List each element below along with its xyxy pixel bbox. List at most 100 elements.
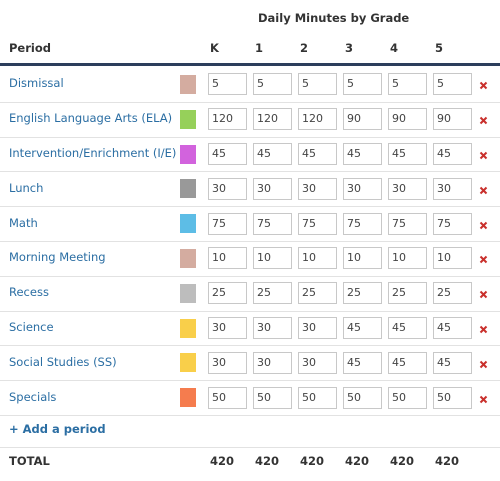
color-swatch[interactable] xyxy=(180,214,196,234)
minutes-input[interactable]: 10 xyxy=(298,247,337,270)
minutes-input[interactable]: 5 xyxy=(253,73,292,96)
row-separator xyxy=(0,275,500,277)
period-name[interactable]: Morning Meeting xyxy=(9,250,106,265)
delete-button[interactable] xyxy=(479,184,488,195)
minutes-input[interactable]: 30 xyxy=(253,351,292,374)
delete-button[interactable] xyxy=(479,288,488,299)
minutes-input[interactable]: 45 xyxy=(433,351,472,374)
minutes-input[interactable]: 45 xyxy=(343,317,382,339)
minutes-input[interactable]: 5 xyxy=(343,73,382,96)
total-value: 420 xyxy=(300,454,325,468)
minutes-input[interactable]: 45 xyxy=(433,317,472,339)
minutes-input[interactable]: 45 xyxy=(343,143,382,165)
period-name[interactable]: Lunch xyxy=(9,180,44,195)
minutes-input[interactable]: 75 xyxy=(433,212,472,235)
minutes-input[interactable]: 90 xyxy=(433,108,472,131)
minutes-input[interactable]: 30 xyxy=(253,317,292,339)
minutes-input[interactable]: 30 xyxy=(298,351,337,374)
delete-icon xyxy=(479,360,488,369)
minutes-input[interactable]: 75 xyxy=(388,212,427,235)
color-swatch[interactable] xyxy=(180,318,196,338)
minutes-input[interactable]: 75 xyxy=(208,212,247,235)
grade-header: K xyxy=(210,41,219,55)
period-name[interactable]: Science xyxy=(9,320,54,334)
minutes-input[interactable]: 45 xyxy=(208,143,247,165)
minutes-input[interactable]: 5 xyxy=(298,73,337,96)
row-separator xyxy=(0,136,500,138)
minutes-input[interactable]: 45 xyxy=(388,317,427,339)
row-separator xyxy=(0,206,500,208)
period-name[interactable]: Recess xyxy=(9,285,49,300)
minutes-input[interactable]: 10 xyxy=(208,247,247,270)
delete-button[interactable] xyxy=(479,393,488,403)
period-name[interactable]: Dismissal xyxy=(9,76,64,91)
delete-button[interactable] xyxy=(479,358,488,369)
minutes-input[interactable]: 120 xyxy=(253,108,292,131)
minutes-input[interactable]: 50 xyxy=(253,386,292,409)
period-name[interactable]: Math xyxy=(9,215,38,230)
minutes-input[interactable]: 45 xyxy=(343,351,382,374)
minutes-input[interactable]: 120 xyxy=(298,108,337,131)
minutes-input[interactable]: 50 xyxy=(343,386,382,409)
delete-button[interactable] xyxy=(479,323,488,334)
minutes-input[interactable]: 5 xyxy=(433,73,472,96)
minutes-input[interactable]: 30 xyxy=(208,351,247,374)
color-swatch[interactable] xyxy=(180,353,196,373)
delete-button[interactable] xyxy=(479,79,488,90)
period-name[interactable]: Social Studies (SS) xyxy=(9,354,117,369)
minutes-input[interactable]: 5 xyxy=(388,73,427,96)
minutes-input[interactable]: 45 xyxy=(388,351,427,374)
minutes-input[interactable]: 25 xyxy=(253,282,292,305)
minutes-input[interactable]: 25 xyxy=(388,282,427,305)
minutes-input[interactable]: 50 xyxy=(433,386,472,409)
delete-button[interactable] xyxy=(479,149,488,160)
color-swatch[interactable] xyxy=(180,248,196,268)
color-swatch[interactable] xyxy=(180,179,196,199)
minutes-input[interactable]: 10 xyxy=(343,247,382,270)
minutes-input[interactable]: 50 xyxy=(298,386,337,409)
minutes-input[interactable]: 30 xyxy=(388,177,427,200)
color-swatch[interactable] xyxy=(180,74,196,94)
minutes-input[interactable]: 75 xyxy=(343,212,382,235)
minutes-input[interactable]: 45 xyxy=(433,143,472,165)
color-swatch[interactable] xyxy=(180,144,196,164)
add-period-link[interactable]: + Add a period xyxy=(9,422,106,436)
minutes-input[interactable]: 10 xyxy=(433,247,472,270)
minutes-input[interactable]: 10 xyxy=(253,247,292,270)
minutes-input[interactable]: 25 xyxy=(208,282,247,305)
minutes-input[interactable]: 75 xyxy=(253,212,292,235)
minutes-input[interactable]: 25 xyxy=(343,282,382,305)
minutes-input[interactable]: 30 xyxy=(298,177,337,200)
minutes-input[interactable]: 50 xyxy=(208,386,247,409)
minutes-input[interactable]: 90 xyxy=(343,108,382,131)
minutes-input[interactable]: 30 xyxy=(343,177,382,200)
group-title: Daily Minutes by Grade xyxy=(258,11,410,25)
color-swatch[interactable] xyxy=(180,388,196,408)
period-name[interactable]: English Language Arts (ELA) xyxy=(9,111,173,126)
period-name[interactable]: Intervention/Enrichment (I/E) xyxy=(9,146,177,160)
color-swatch[interactable] xyxy=(180,283,196,303)
delete-icon xyxy=(479,186,488,195)
delete-button[interactable] xyxy=(479,253,488,264)
minutes-input[interactable]: 45 xyxy=(298,143,337,165)
minutes-input[interactable]: 45 xyxy=(388,143,427,165)
minutes-input[interactable]: 30 xyxy=(253,177,292,200)
delete-button[interactable] xyxy=(479,219,488,229)
delete-button[interactable] xyxy=(479,114,488,125)
minutes-input[interactable]: 75 xyxy=(298,212,337,235)
minutes-input[interactable]: 10 xyxy=(388,247,427,270)
color-swatch[interactable] xyxy=(180,109,196,129)
minutes-input[interactable]: 90 xyxy=(388,108,427,131)
minutes-input[interactable]: 30 xyxy=(433,177,472,200)
total-label: TOTAL xyxy=(9,454,50,468)
minutes-input[interactable]: 5 xyxy=(208,73,247,96)
minutes-input[interactable]: 30 xyxy=(208,177,247,200)
minutes-input[interactable]: 25 xyxy=(298,282,337,305)
minutes-input[interactable]: 45 xyxy=(253,143,292,165)
minutes-input[interactable]: 30 xyxy=(298,317,337,339)
minutes-input[interactable]: 120 xyxy=(208,108,247,131)
minutes-input[interactable]: 30 xyxy=(208,317,247,339)
minutes-input[interactable]: 50 xyxy=(388,386,427,409)
period-name[interactable]: Specials xyxy=(9,389,57,404)
minutes-input[interactable]: 25 xyxy=(433,282,472,305)
